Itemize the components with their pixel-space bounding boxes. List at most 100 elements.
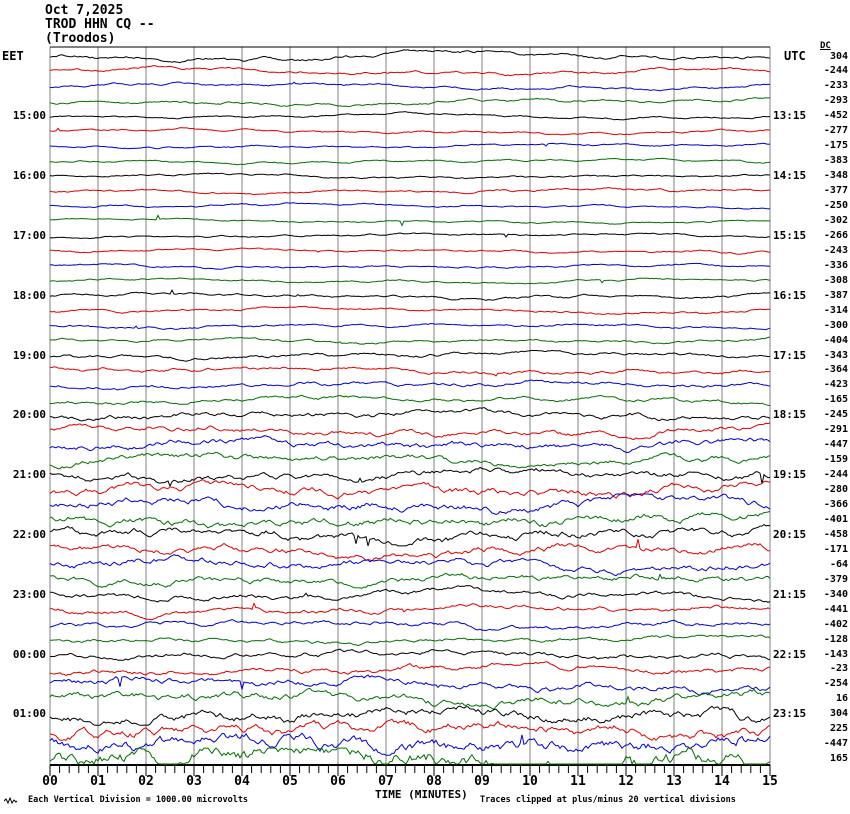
x-tick-label: 06 (330, 774, 346, 789)
dc-value: -458 (823, 528, 848, 540)
trace-row-25 (49, 422, 771, 441)
x-tick-label: 10 (522, 774, 538, 789)
x-tick-label: 01 (90, 774, 106, 789)
title-station: TROD HHN CQ -- (45, 17, 155, 32)
trace-row-14 (49, 262, 771, 270)
dc-value: 165 (829, 753, 848, 765)
x-tick-label: 14 (714, 774, 730, 789)
dc-value: -250 (823, 200, 848, 211)
x-tick-label: 07 (378, 774, 394, 789)
trace-row-38 (49, 618, 771, 632)
utc-hour-label: 17:15 (773, 348, 807, 362)
trace-row-15 (49, 277, 771, 285)
dc-value: -244 (823, 65, 848, 77)
trace-row-44 (49, 705, 771, 726)
trace-row-28 (49, 466, 771, 488)
eet-hour-label: 17:00 (12, 228, 46, 242)
dc-value: -402 (823, 618, 848, 630)
trace-row-40 (49, 648, 771, 661)
utc-hour-label: 18:15 (773, 408, 807, 422)
dc-value: -244 (823, 469, 848, 481)
trace-row-3 (49, 97, 771, 108)
dc-value: -404 (823, 334, 848, 346)
mini-waveform-icon (4, 797, 18, 805)
dc-value: -314 (823, 304, 848, 316)
dc-value: -343 (823, 349, 848, 361)
trace-row-41 (49, 661, 771, 676)
utc-hour-label: 14:15 (773, 169, 807, 183)
dc-value: -340 (823, 588, 848, 600)
trace-row-24 (49, 406, 771, 422)
dc-value: -243 (823, 244, 848, 256)
eet-hour-label: 01:00 (12, 707, 46, 721)
trace-row-20 (49, 349, 771, 362)
dc-value: -423 (823, 379, 848, 391)
utc-hour-label: 13:15 (773, 109, 807, 123)
dc-value: 304 (829, 50, 848, 62)
trace-row-47 (49, 747, 771, 766)
trace-row-9 (49, 187, 771, 196)
dc-value: -165 (823, 394, 848, 406)
dc-value: -23 (829, 663, 848, 675)
trace-row-16 (49, 289, 771, 301)
dc-value: -377 (823, 185, 848, 197)
trace-row-11 (49, 214, 770, 227)
title-location: (Troodos) (45, 31, 116, 46)
trace-row-0 (49, 49, 771, 64)
utc-hour-label: 22:15 (773, 647, 807, 661)
utc-hour-label: 16:15 (773, 288, 807, 302)
x-tick-label: 13 (666, 774, 682, 789)
trace-row-2 (49, 81, 771, 92)
x-tick-label: 04 (234, 774, 250, 789)
title-date: Oct 7,2025 (45, 3, 124, 18)
dc-value: -300 (823, 319, 848, 331)
dc-value: -159 (823, 454, 848, 466)
trace-row-33 (49, 539, 771, 562)
utc-hour-label: 20:15 (773, 527, 807, 541)
trace-row-12 (49, 232, 771, 240)
dc-value: -302 (823, 214, 848, 226)
trace-row-8 (49, 172, 771, 180)
trace-row-42 (49, 674, 771, 697)
trace-row-21 (49, 366, 771, 377)
dc-value: -447 (823, 738, 848, 750)
eet-hour-label: 21:00 (12, 468, 46, 482)
dc-value: -387 (823, 289, 848, 301)
dc-value: -364 (823, 364, 848, 376)
dc-value: 304 (829, 708, 848, 720)
eet-hour-label: 23:00 (12, 587, 46, 601)
dc-value: -143 (823, 648, 848, 660)
dc-value: -383 (823, 155, 848, 167)
trace-row-27 (49, 451, 771, 470)
eet-hour-label: 19:00 (12, 348, 46, 362)
trace-row-36 (50, 585, 771, 603)
eet-hour-label: 18:00 (12, 288, 46, 302)
x-tick-label: 09 (474, 774, 490, 789)
dc-value: -254 (823, 678, 848, 690)
trace-row-22 (49, 379, 771, 391)
right-axis-header-utc: UTC (784, 49, 806, 63)
dc-value: -171 (823, 543, 848, 555)
x-tick-label: 00 (42, 774, 58, 789)
x-tick-label: 12 (618, 774, 634, 789)
trace-row-18 (49, 322, 771, 331)
trace-row-6 (49, 142, 771, 150)
x-axis-title: TIME (MINUTES) (375, 788, 468, 801)
dc-value: -277 (823, 125, 848, 137)
dc-value: 225 (829, 723, 848, 735)
trace-row-26 (49, 435, 771, 454)
trace-row-19 (49, 336, 771, 345)
trace-row-10 (49, 202, 771, 210)
dc-value: -441 (823, 603, 848, 615)
eet-hour-label: 00:00 (12, 647, 46, 661)
dc-value: -128 (823, 633, 848, 645)
dc-value: -293 (823, 95, 848, 107)
dc-value: -308 (823, 274, 848, 286)
dc-value: 16 (835, 693, 848, 705)
trace-row-23 (50, 394, 771, 407)
eet-hour-label: 20:00 (12, 408, 46, 422)
trace-row-1 (49, 64, 771, 77)
trace-row-46 (49, 732, 771, 756)
trace-row-39 (49, 634, 771, 647)
